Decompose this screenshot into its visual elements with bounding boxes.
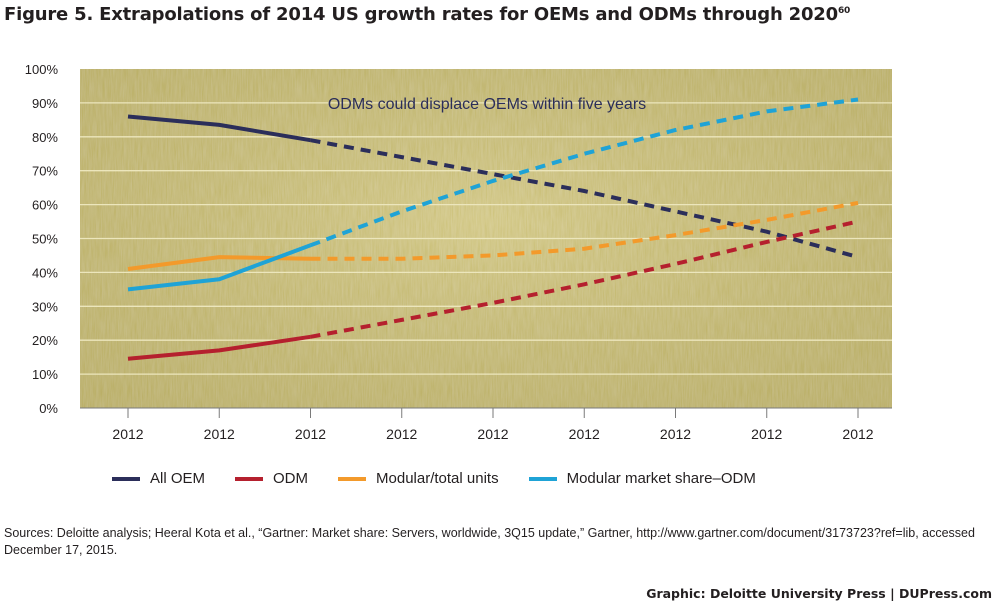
legend-item: All OEM: [112, 470, 205, 487]
series-line-odm-actual: [127, 334, 311, 361]
legend-swatch: [235, 476, 264, 481]
y-tick-label: 80%: [32, 130, 58, 145]
y-tick-label: 60%: [32, 198, 58, 213]
y-tick-label: 10%: [32, 367, 58, 382]
legend-label: All OEM: [150, 470, 206, 487]
legend-label: ODM: [273, 470, 309, 487]
x-tick-label: 2012: [751, 426, 782, 442]
legend-item: Modular market share–ODM: [528, 470, 756, 487]
y-axis-labels: 0% 10% 20% 30% 40% 50% 60% 70% 80% 90% 100%: [25, 62, 59, 416]
legend-swatch: [528, 476, 557, 481]
y-tick-label: 20%: [32, 333, 58, 348]
y-tick-label: 70%: [32, 164, 58, 179]
legend-swatch: [112, 476, 140, 481]
series-line-modular-market-share-odm-actual: [127, 243, 312, 292]
y-tick-label: 40%: [32, 265, 58, 280]
legend-label: Modular/total units: [376, 470, 499, 487]
chart-legend: All OEM ODM Modular/total units Modular mar…: [112, 470, 786, 487]
legend-item: Modular/total units: [338, 470, 499, 487]
y-tick-label: 0%: [39, 401, 58, 416]
source-note: Sources: Deloitte analysis; Heeral Kota …: [4, 526, 975, 557]
x-tick-label: 2012: [295, 426, 326, 442]
title-footnote: 60: [837, 6, 851, 16]
series-line-modular-market-share-odm-extrapolated: [309, 97, 859, 248]
series-line-all-oem-actual: [127, 114, 311, 143]
x-tick-label: 2012: [660, 426, 691, 442]
x-tick-label: 2012: [842, 426, 873, 442]
series-line-modular-total-units-extrapolated: [310, 200, 859, 261]
legend-item: ODM: [235, 470, 308, 487]
y-tick-label: 50%: [32, 232, 58, 247]
series-line-odm-extrapolated: [310, 219, 859, 339]
line-chart: 0%10%20%30%40%50%60%70%80%90%100% 2012 20…: [25, 62, 892, 442]
y-tick-label: 30%: [32, 299, 58, 314]
x-tick-label: 2012: [112, 426, 143, 442]
x-tick-label: 2012: [569, 426, 600, 442]
chart-annotation: ODMs could displace OEMs within five yea…: [328, 96, 646, 113]
credit-line: Graphic: Deloitte University Press | DUP…: [646, 586, 992, 601]
y-tick-label: 90%: [32, 96, 58, 111]
chart-title-text: Figure 5. Extrapolations of 2014 US grow…: [4, 4, 838, 25]
y-tick-label: 100%: [25, 62, 59, 77]
series-line-all-oem-extrapolated: [310, 138, 859, 260]
x-tick-label: 2012: [204, 426, 235, 442]
legend-swatch: [338, 476, 367, 481]
x-tick-label: 2012: [477, 426, 508, 442]
x-tick-label: 2012: [386, 426, 417, 442]
series-lines: [127, 97, 859, 361]
legend-label: Modular market share–ODM: [566, 470, 756, 487]
grid-lines: [80, 102, 892, 375]
chart-title: Figure 5. Extrapolations of 2014 US grow…: [4, 4, 850, 25]
x-axis: 2012 2012 2012 2012 2012 2012 2012 2012 2012: [80, 407, 892, 442]
